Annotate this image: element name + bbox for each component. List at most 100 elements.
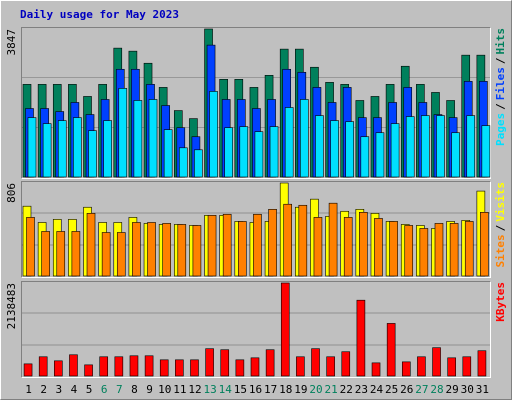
bar [57, 120, 67, 178]
bar [405, 116, 415, 178]
bar [466, 115, 476, 178]
bar [434, 223, 444, 277]
bar [359, 212, 368, 277]
x-tick-label: 22 [340, 383, 353, 396]
x-tick-label: 5 [86, 383, 93, 396]
bar [54, 360, 63, 377]
bar [480, 212, 489, 277]
bar [116, 232, 126, 277]
bar [99, 356, 109, 377]
legend-entry: Pages [494, 113, 507, 146]
bar [254, 131, 264, 178]
legend-entry: Hits [494, 28, 507, 55]
bar [326, 356, 335, 377]
bar [269, 126, 279, 178]
bar [477, 350, 487, 377]
bar [356, 299, 366, 377]
bar [449, 223, 459, 277]
bar [205, 348, 214, 377]
legend-entry: KBytes [494, 282, 507, 322]
bar [56, 231, 66, 277]
x-tick-label: 16 [249, 383, 262, 396]
legend-entry: Sites [494, 234, 507, 267]
bar [84, 364, 93, 377]
x-tick-label: 4 [71, 383, 78, 396]
bar [421, 115, 430, 178]
x-tick-label: 9 [146, 383, 153, 396]
x-tick-label: 13 [203, 383, 216, 396]
panel-highlight [21, 27, 491, 179]
bar [328, 202, 338, 277]
bar [71, 231, 81, 277]
x-tick-label: 6 [101, 383, 108, 396]
bar [190, 359, 199, 377]
bar [375, 132, 385, 178]
bar [69, 354, 78, 377]
x-tick-label: 23 [355, 383, 368, 396]
bar [133, 100, 143, 178]
y-tick-label: 806 [5, 183, 18, 203]
bar [311, 348, 320, 377]
bar [101, 232, 111, 277]
x-tick-label: 21 [325, 383, 338, 396]
bar [313, 217, 323, 277]
bar [129, 355, 139, 377]
bar [481, 125, 491, 178]
bar [147, 222, 156, 277]
bar [118, 88, 128, 178]
bar [432, 347, 441, 377]
legend-entry: Files [494, 67, 507, 100]
x-tick-label: 29 [446, 383, 459, 396]
bar [447, 357, 456, 377]
bar [238, 221, 247, 277]
bar [132, 222, 141, 277]
bar [265, 349, 275, 377]
bar [86, 213, 96, 277]
bar [194, 149, 203, 178]
bar [220, 349, 230, 377]
bar [42, 123, 52, 178]
x-tick-label: 18 [279, 383, 292, 396]
x-tick-label: 27 [415, 383, 428, 396]
bar [26, 217, 35, 277]
bar [283, 203, 292, 277]
x-tick-label: 26 [400, 383, 413, 396]
bar [163, 129, 173, 178]
bar [162, 223, 171, 277]
legend-separator: / [494, 57, 507, 64]
x-tick-label: 12 [188, 383, 201, 396]
bar [27, 117, 37, 178]
bar [192, 225, 202, 277]
bar [148, 99, 158, 178]
bar [178, 147, 188, 178]
bar [374, 218, 383, 277]
y-tick-label: 2138483 [5, 283, 18, 329]
bar [390, 123, 400, 178]
x-tick-label: 14 [219, 383, 233, 396]
x-tick-label: 25 [385, 383, 398, 396]
bar [300, 99, 309, 178]
bar [419, 228, 429, 277]
x-tick-label: 3 [56, 383, 63, 396]
bar [296, 356, 305, 377]
bar [464, 221, 474, 277]
bar [88, 130, 97, 178]
bar [23, 363, 33, 377]
bar [360, 136, 370, 178]
bar [175, 359, 184, 377]
legend-separator: / [494, 103, 507, 110]
bar [224, 127, 233, 178]
x-tick-label: 15 [234, 383, 247, 396]
x-tick-label: 19 [294, 383, 307, 396]
x-tick-label: 2 [40, 383, 47, 396]
bar [389, 221, 398, 277]
panel-highlight [21, 281, 491, 378]
bar [250, 357, 260, 377]
x-tick-label: 30 [461, 383, 474, 396]
x-tick-label: 10 [158, 383, 171, 396]
bar [235, 359, 245, 377]
bar [239, 126, 249, 178]
bar [73, 117, 82, 178]
bar [345, 121, 355, 178]
